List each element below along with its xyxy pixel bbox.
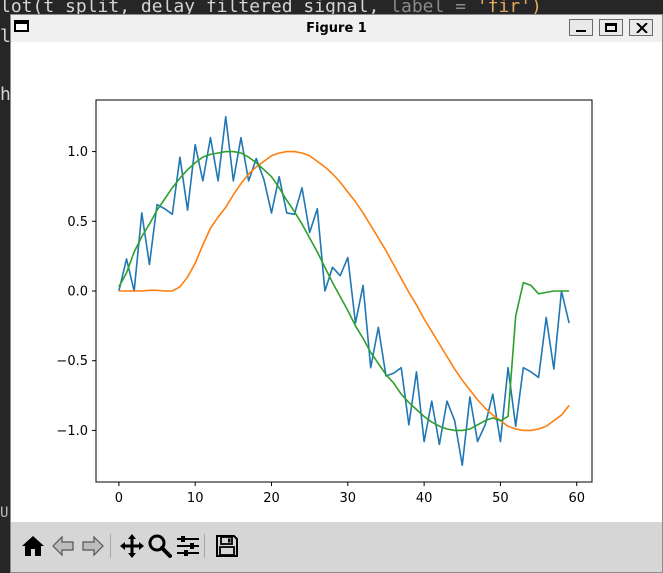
figure-window: Figure 1 0 10 20 30 40 50 60 1.0 0.5 0.0 −0.5 −1.0 xyxy=(10,14,663,573)
y-tick-label: −0.5 xyxy=(56,354,88,369)
forward-button[interactable] xyxy=(77,530,107,560)
window-titlebar[interactable]: Figure 1 xyxy=(11,15,662,42)
maximize-button[interactable] xyxy=(599,19,623,36)
close-button[interactable] xyxy=(629,19,653,36)
zoom-magnifier-icon xyxy=(148,534,172,558)
x-tick-label: 10 xyxy=(187,491,204,506)
x-tick-label: 0 xyxy=(115,491,123,506)
y-tick-label: 0.0 xyxy=(67,285,88,300)
forward-arrow-icon xyxy=(82,535,104,557)
app-window-icon xyxy=(14,20,29,32)
configure-subplots-icon xyxy=(177,536,199,556)
zoom-button[interactable] xyxy=(144,530,174,560)
pan-button[interactable] xyxy=(116,530,146,560)
code-line: l xyxy=(0,26,11,47)
figure-canvas[interactable]: 0 10 20 30 40 50 60 1.0 0.5 0.0 −0.5 −1.0 xyxy=(11,42,662,522)
code-line: U xyxy=(0,505,9,521)
back-button[interactable] xyxy=(47,530,77,560)
minimize-button[interactable] xyxy=(569,19,593,36)
line-chart: 0 10 20 30 40 50 60 1.0 0.5 0.0 −0.5 −1.0 xyxy=(56,99,593,506)
save-button[interactable] xyxy=(211,530,241,560)
y-tick-label: 0.5 xyxy=(67,215,88,230)
x-tick-label: 50 xyxy=(492,491,509,506)
back-arrow-icon xyxy=(52,535,74,557)
x-tick-label: 30 xyxy=(340,491,357,506)
code-line: h xyxy=(0,84,11,105)
code-line: lot(t_split, delay_filtered_signal, labe… xyxy=(0,0,542,17)
close-icon xyxy=(636,23,648,33)
pan-move-icon xyxy=(120,534,144,558)
y-tick-label: −1.0 xyxy=(56,424,88,439)
configure-subplots-button[interactable] xyxy=(172,530,202,560)
home-icon xyxy=(22,536,44,556)
y-tick-label: 1.0 xyxy=(67,145,88,160)
x-tick-label: 60 xyxy=(568,491,585,506)
toolbar-separator xyxy=(204,534,205,558)
home-button[interactable] xyxy=(17,530,47,560)
navigation-toolbar xyxy=(11,522,662,572)
toolbar-separator xyxy=(110,534,111,558)
series-line-2 xyxy=(118,150,570,432)
series-line-3 xyxy=(118,150,570,432)
window-title: Figure 1 xyxy=(306,21,367,36)
x-tick-label: 40 xyxy=(416,491,433,506)
series-line-1 xyxy=(118,115,570,467)
x-tick-label: 20 xyxy=(263,491,280,506)
save-floppy-icon xyxy=(216,535,238,557)
